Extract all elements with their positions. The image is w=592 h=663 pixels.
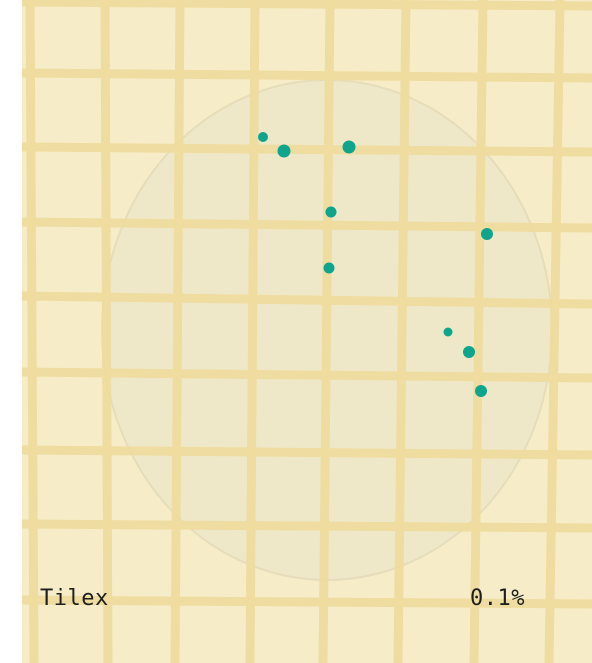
colony [277, 144, 291, 158]
caption-product-name: Tilex [40, 586, 109, 611]
colony [325, 206, 337, 218]
colony [475, 385, 487, 397]
colony [481, 228, 493, 240]
caption-concentration: 0.1% [470, 586, 525, 611]
colony [342, 140, 356, 154]
grid-horizontal-lines [22, 0, 592, 609]
culture-plate [22, 0, 592, 663]
colony [258, 132, 268, 142]
grid-vertical-lines [25, 0, 565, 663]
colony [323, 262, 335, 274]
colonies [258, 132, 493, 397]
plate-grid-and-colonies [22, 0, 592, 663]
colony [463, 346, 475, 358]
colony [443, 327, 453, 337]
